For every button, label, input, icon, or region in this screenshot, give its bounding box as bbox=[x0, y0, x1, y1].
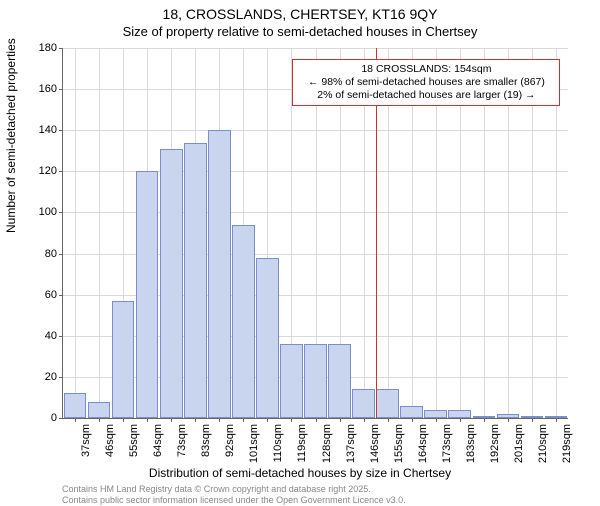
xtick-label: 201sqm bbox=[513, 424, 525, 463]
xtick-label: 183sqm bbox=[465, 424, 477, 463]
histogram-bar bbox=[64, 393, 87, 418]
histogram-bar bbox=[328, 344, 351, 418]
xtick-mark bbox=[219, 418, 220, 422]
footer-attribution: Contains HM Land Registry data © Crown c… bbox=[62, 484, 406, 506]
histogram-bar bbox=[136, 171, 159, 418]
gridline-v bbox=[75, 48, 76, 418]
xtick-label: 73sqm bbox=[176, 424, 188, 457]
xtick-mark bbox=[99, 418, 100, 422]
xtick-label: 192sqm bbox=[489, 424, 501, 463]
y-axis-label: Number of semi-detached properties bbox=[4, 38, 18, 233]
gridline-v bbox=[99, 48, 100, 418]
xtick-label: 128sqm bbox=[321, 424, 333, 463]
histogram-bar bbox=[352, 389, 375, 418]
xtick-mark bbox=[316, 418, 317, 422]
xtick-label: 83sqm bbox=[200, 424, 212, 457]
histogram-bar bbox=[280, 344, 303, 418]
histogram-bar bbox=[448, 410, 471, 418]
plot-area: 02040608010012014016018037sqm46sqm55sqm6… bbox=[62, 48, 568, 419]
xtick-mark bbox=[291, 418, 292, 422]
xtick-label: 101sqm bbox=[248, 424, 260, 463]
xtick-mark bbox=[123, 418, 124, 422]
xtick-mark bbox=[436, 418, 437, 422]
ytick-label: 60 bbox=[21, 289, 63, 301]
xtick-label: 173sqm bbox=[441, 424, 453, 463]
histogram-bar bbox=[376, 389, 399, 418]
chart-title: 18, CROSSLANDS, CHERTSEY, KT16 9QY Size … bbox=[0, 6, 600, 39]
property-size-chart: 18, CROSSLANDS, CHERTSEY, KT16 9QY Size … bbox=[0, 0, 600, 500]
annotation-line: 18 CROSSLANDS: 154sqm bbox=[299, 63, 553, 76]
ytick-label: 80 bbox=[21, 248, 63, 260]
histogram-bar bbox=[400, 406, 423, 418]
ytick-label: 180 bbox=[21, 42, 63, 54]
xtick-label: 55sqm bbox=[128, 424, 140, 457]
xtick-label: 164sqm bbox=[417, 424, 429, 463]
xtick-mark bbox=[171, 418, 172, 422]
xtick-mark bbox=[195, 418, 196, 422]
histogram-bar bbox=[424, 410, 447, 418]
xtick-label: 92sqm bbox=[224, 424, 236, 457]
histogram-bar bbox=[184, 143, 207, 418]
xtick-mark bbox=[267, 418, 268, 422]
ytick-label: 120 bbox=[21, 165, 63, 177]
histogram-bar bbox=[232, 225, 255, 418]
x-axis-label: Distribution of semi-detached houses by … bbox=[0, 466, 600, 480]
histogram-bar bbox=[256, 258, 279, 418]
histogram-bar bbox=[88, 402, 111, 418]
xtick-mark bbox=[556, 418, 557, 422]
ytick-label: 160 bbox=[21, 83, 63, 95]
xtick-mark bbox=[388, 418, 389, 422]
xtick-mark bbox=[484, 418, 485, 422]
ytick-label: 40 bbox=[21, 330, 63, 342]
xtick-label: 219sqm bbox=[561, 424, 573, 463]
xtick-label: 110sqm bbox=[272, 424, 284, 462]
xtick-label: 155sqm bbox=[393, 424, 405, 463]
xtick-label: 146sqm bbox=[369, 424, 381, 463]
xtick-mark bbox=[75, 418, 76, 422]
annotation-line: 2% of semi-detached houses are larger (1… bbox=[299, 89, 553, 102]
ytick-label: 140 bbox=[21, 124, 63, 136]
xtick-label: 46sqm bbox=[104, 424, 116, 457]
xtick-label: 37sqm bbox=[80, 424, 92, 457]
xtick-label: 119sqm bbox=[296, 424, 308, 462]
annotation-box: 18 CROSSLANDS: 154sqm← 98% of semi-detac… bbox=[292, 59, 560, 106]
xtick-label: 210sqm bbox=[537, 424, 549, 463]
xtick-mark bbox=[508, 418, 509, 422]
ytick-label: 100 bbox=[21, 206, 63, 218]
histogram-bar bbox=[208, 130, 231, 418]
xtick-mark bbox=[364, 418, 365, 422]
ytick-label: 0 bbox=[21, 412, 63, 424]
xtick-mark bbox=[532, 418, 533, 422]
xtick-label: 64sqm bbox=[152, 424, 164, 457]
histogram-bar bbox=[160, 149, 183, 418]
histogram-bar bbox=[112, 301, 135, 418]
title-subtitle: Size of property relative to semi-detach… bbox=[0, 24, 600, 39]
footer-line2: Contains public sector information licen… bbox=[62, 495, 406, 506]
xtick-mark bbox=[460, 418, 461, 422]
footer-line1: Contains HM Land Registry data © Crown c… bbox=[62, 484, 406, 495]
xtick-mark bbox=[340, 418, 341, 422]
xtick-label: 137sqm bbox=[345, 424, 357, 463]
title-address: 18, CROSSLANDS, CHERTSEY, KT16 9QY bbox=[0, 6, 600, 22]
ytick-label: 20 bbox=[21, 371, 63, 383]
xtick-mark bbox=[147, 418, 148, 422]
xtick-mark bbox=[243, 418, 244, 422]
histogram-bar bbox=[304, 344, 327, 418]
xtick-mark bbox=[412, 418, 413, 422]
annotation-line: ← 98% of semi-detached houses are smalle… bbox=[299, 76, 553, 89]
